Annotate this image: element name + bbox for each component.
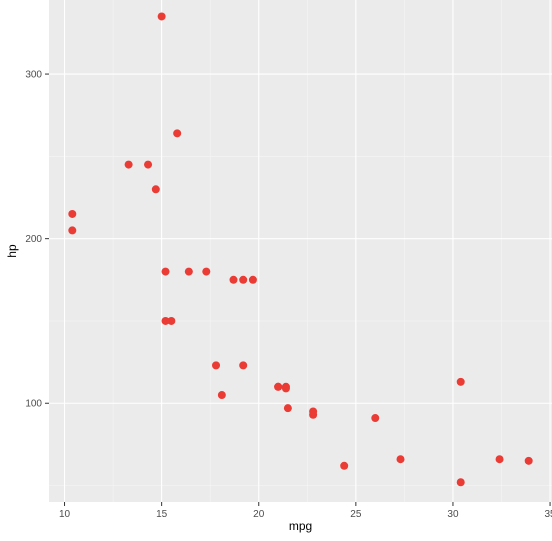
x-tick-label: 10 [59, 509, 71, 520]
data-point [161, 267, 170, 276]
major-gridlines [49, 0, 552, 502]
data-point [151, 185, 160, 194]
plot-panel [49, 0, 552, 502]
data-point [144, 160, 153, 169]
data-point [371, 414, 380, 423]
data-point [524, 456, 533, 465]
x-axis-ticks: 10 15 20 25 30 35 [59, 502, 552, 520]
data-points [68, 12, 533, 487]
data-point [212, 361, 221, 370]
data-point [202, 267, 211, 276]
data-point [274, 382, 283, 391]
x-axis-title: mpg [289, 519, 312, 533]
data-point [309, 407, 318, 416]
x-tick-label: 20 [253, 509, 265, 520]
data-point [396, 455, 405, 464]
y-tick-label: 200 [25, 234, 42, 245]
data-point [68, 209, 77, 218]
y-tick-label: 300 [25, 70, 42, 81]
data-point [456, 478, 465, 487]
data-point [340, 461, 349, 470]
data-point [68, 226, 77, 235]
y-tick-label: 100 [25, 399, 42, 410]
data-point [283, 404, 292, 413]
data-point [248, 275, 257, 284]
x-tick-label: 30 [447, 509, 459, 520]
data-point [456, 377, 465, 386]
data-point [495, 455, 504, 464]
x-tick-label: 15 [156, 509, 168, 520]
data-point [217, 391, 226, 400]
x-tick-label: 25 [350, 509, 362, 520]
y-axis-title: hp [5, 244, 19, 258]
data-point [173, 129, 182, 138]
data-point [229, 275, 238, 284]
data-point [239, 275, 248, 284]
x-tick-label: 35 [544, 509, 552, 520]
y-axis-ticks: 100 200 300 [25, 70, 49, 410]
data-point [124, 160, 133, 169]
data-point [184, 267, 193, 276]
data-point [161, 316, 170, 325]
data-point [281, 384, 290, 393]
data-point [157, 12, 166, 21]
minor-gridlines [49, 0, 552, 502]
data-point [167, 316, 176, 325]
data-point [239, 361, 248, 370]
